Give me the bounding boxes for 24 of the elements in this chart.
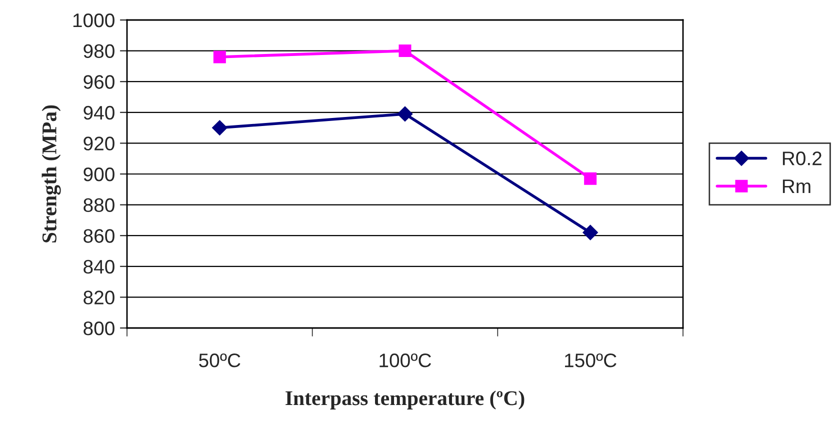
point	[584, 172, 597, 185]
point	[397, 106, 413, 122]
y-tick-label: 940	[84, 106, 114, 120]
y-tick-label: 900	[84, 167, 114, 182]
y-axis-title: Strength (MPa)	[42, 105, 61, 242]
y-tick-label: 960	[84, 75, 114, 89]
legend-label: R0.2	[782, 152, 822, 166]
y-tick-label: 980	[84, 44, 114, 58]
y-tick-label: 920	[84, 136, 114, 150]
point	[582, 224, 598, 240]
y-tick-label: 840	[84, 260, 114, 274]
point	[212, 120, 228, 136]
point	[398, 44, 412, 58]
y-tick-label: 800	[84, 321, 114, 336]
x-tick-label: 150ºC	[565, 353, 616, 368]
legend-label: Rm	[782, 180, 810, 193]
y-tick-label: 860	[84, 229, 114, 243]
x-tick-label: 100ºC	[380, 353, 432, 368]
y-tick-label: 1000	[73, 13, 114, 28]
point	[213, 50, 226, 64]
x-tick-label: 50ºC	[199, 353, 240, 368]
y-tick-label: 880	[84, 198, 114, 212]
y-tick-label: 820	[84, 290, 114, 304]
x-axis-title: Interpass temperature (ºC)	[286, 390, 524, 410]
